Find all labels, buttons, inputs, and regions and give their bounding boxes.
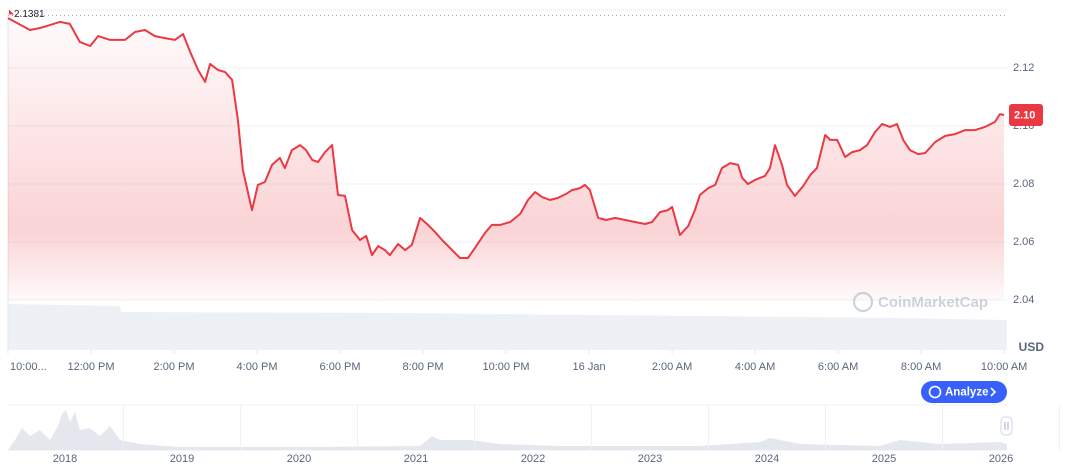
x-tick-label: 4:00 PM: [237, 361, 278, 373]
y-tick-label: 2.06: [1013, 236, 1034, 248]
x-tick-label: 10:00...: [10, 361, 47, 373]
nav-year-label: 2026: [989, 453, 1013, 465]
button-icon: [928, 385, 942, 399]
analyze-button[interactable]: Analyze: [921, 381, 1007, 403]
y-tick-label: 2.04: [1013, 294, 1034, 306]
x-tick-label: 10:00 AM: [981, 361, 1027, 373]
nav-year-label: 2022: [521, 453, 545, 465]
x-tick-label: 8:00 PM: [403, 361, 444, 373]
current-badge: [1009, 103, 1043, 126]
currency-label: USD: [1019, 340, 1045, 354]
high-label: 2.1381: [14, 9, 45, 20]
nav-handle[interactable]: [1000, 416, 1013, 436]
plot: [7, 9, 1007, 300]
nav-year-label: 2020: [287, 453, 311, 465]
nav-year-label: 2021: [404, 453, 428, 465]
watermark-text: CoinMarketCap: [878, 294, 988, 311]
x-tick-label: 2:00 PM: [154, 361, 195, 373]
x-tick-label: 10:00 PM: [483, 361, 530, 373]
area: [8, 18, 1005, 300]
nav-year-label: 2019: [170, 453, 194, 465]
x-tick-label: 2:00 AM: [652, 361, 692, 373]
price-line: [7, 17, 1005, 259]
high-marker: [9, 9, 14, 15]
nav-year-label: 2018: [53, 453, 77, 465]
button-chevron: [990, 387, 997, 397]
x-tick-label: 6:00 AM: [818, 361, 858, 373]
nav-year-label: 2025: [872, 453, 896, 465]
navigator: 2018 2019 2020 2021 2022 2023 2024 2025 2026: [8, 404, 1060, 465]
x-tick-label: 12:00 PM: [67, 361, 114, 373]
nav-year-label: 2023: [638, 453, 662, 465]
button-bg[interactable]: [921, 381, 1007, 403]
y-tick-label: 2.12: [1013, 62, 1034, 74]
y-tick-label: 2.08: [1013, 178, 1034, 190]
x-tick-label: 6:00 PM: [320, 361, 361, 373]
nav-area: [8, 410, 1007, 450]
watermark: CoinMarketCap: [852, 291, 988, 313]
x-tick-label: 4:00 AM: [735, 361, 775, 373]
button-text[interactable]: Analyze: [945, 387, 988, 399]
x-tick-label: 8:00 AM: [901, 361, 941, 373]
x-tick-label: 16 Jan: [573, 361, 606, 373]
nav-year-label: 2024: [755, 453, 779, 465]
current-label: 2.10: [1014, 109, 1035, 121]
volume-area: [8, 304, 1007, 350]
